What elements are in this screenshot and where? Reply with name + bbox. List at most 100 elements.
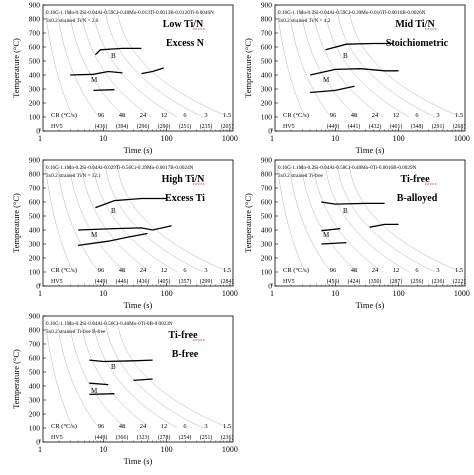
- transformation-curve-2: [78, 225, 172, 231]
- hardness-value: (235): [200, 123, 213, 130]
- x-axis-title: Time (s): [124, 300, 153, 310]
- y-tick-label: 800: [29, 15, 41, 24]
- phase-label-bainite: B: [111, 52, 116, 60]
- hardness-value: (251): [200, 434, 213, 441]
- y-tick-label: 800: [261, 15, 273, 24]
- y-tick-label: 600: [261, 198, 273, 207]
- hardness-value: (236): [432, 278, 445, 285]
- cooling-rate-label: CR (°C/s): [51, 267, 77, 274]
- hardness-value: (394): [116, 123, 129, 130]
- hardness-value: (436): [137, 278, 150, 285]
- cooling-rate-label: CR (°C/s): [283, 112, 309, 119]
- hardness-value: (296): [137, 123, 150, 130]
- cooling-rate-value: 6: [183, 423, 187, 430]
- hardness-value: (441): [348, 123, 361, 130]
- y-axis-title: Temperature (°C): [243, 193, 253, 253]
- hardness-value: (357): [179, 278, 192, 285]
- y-tick-label: 700: [29, 340, 41, 349]
- composition-annotation: 0.16C-1.1Mn-0.2Si-0.04Al-0.59Cr-0.39Mo-0…: [278, 10, 426, 16]
- x-tick-label: 1: [38, 445, 42, 454]
- y-tick-label: 300: [261, 240, 273, 249]
- y-tick-label: 500: [29, 57, 41, 66]
- y-tick-label: 900: [261, 1, 273, 10]
- x-tick-label: 1: [38, 134, 42, 143]
- x-tick-label: 10: [99, 289, 107, 298]
- cooling-rate-value: 1.5: [455, 112, 463, 119]
- cooling-rate-value: 6: [415, 112, 419, 119]
- composition-annotation: 0.16C-1.1Mn-0.2Si-0.04Al-0.58Cr-0.40Mo-0…: [278, 165, 417, 171]
- y-tick-label: 700: [29, 29, 41, 38]
- cooling-curve: [348, 8, 462, 118]
- y-axis-title: Temperature (°C): [11, 193, 21, 253]
- phase-label-bainite: B: [111, 207, 116, 215]
- cooling-rate-value: 3: [436, 112, 439, 119]
- transformation-curve-2: [89, 382, 109, 386]
- cooling-curve: [68, 8, 126, 118]
- x-tick-label: 10: [331, 134, 339, 143]
- hardness-value: (251): [179, 123, 192, 130]
- y-tick-label: 600: [29, 43, 41, 52]
- cooling-rate-value: 6: [415, 267, 419, 274]
- cooling-rate-label: CR (°C/s): [51, 423, 77, 430]
- cooling-curve: [348, 163, 462, 273]
- cooling-rate-value: 1.5: [223, 267, 231, 274]
- cooling-rate-value: 12: [161, 112, 168, 119]
- hardness-value: (366): [116, 434, 129, 441]
- cooling-curve: [288, 163, 332, 273]
- hardness-value: (284): [221, 278, 234, 285]
- hardness-value: (432): [369, 123, 382, 130]
- x-tick-label: 10: [331, 289, 339, 298]
- steel-tag-main: Mid Ti/N: [395, 19, 435, 30]
- y-tick-label: 0: [268, 127, 272, 136]
- y-tick-label: 0: [268, 282, 272, 291]
- transformation-curve-1: [321, 201, 385, 205]
- transformation-curve-4: [321, 241, 347, 245]
- cooling-curve: [300, 8, 358, 118]
- steel-tag-main: High Ti/N: [162, 174, 205, 185]
- transformation-curve-1: [89, 359, 153, 363]
- cooling-curve: [92, 8, 178, 118]
- steel-tag-sub: B-free: [172, 349, 199, 360]
- cooling-rate-value: 24: [372, 112, 379, 119]
- cooling-curve: [92, 163, 178, 273]
- y-axis-title: Temperature (°C): [11, 349, 21, 409]
- x-tick-label: 1000: [454, 134, 470, 143]
- transformation-curve-2: [321, 227, 341, 232]
- chart-panel-2: 0 100 200 300 400 500 600 700 800 900 1 10 100 1000 Ti…: [243, 1, 470, 156]
- cooling-rate-label: CR (°C/s): [51, 112, 77, 119]
- x-tick-label: 1: [270, 134, 274, 143]
- hardness-value: (405): [158, 278, 171, 285]
- cooling-curve: [44, 319, 74, 429]
- hardness-value: (401): [390, 123, 403, 130]
- y-tick-label: 500: [261, 212, 273, 221]
- plot-frame: [42, 159, 234, 287]
- phase-label-martensite: M: [91, 76, 98, 84]
- composition-annotation: 0.16C-1.1Mn-0.2Si-0.04Al-0.029Ti-0.56Cr-…: [46, 165, 194, 171]
- steel-tag-sub: Excess N: [166, 38, 205, 49]
- chart-panel-3: 0 100 200 300 400 500 600 700 800 900 1 10 100 1000 Ti…: [11, 156, 238, 311]
- cooling-rate-label: CR (°C/s): [283, 267, 309, 274]
- cooling-rate-value: 24: [140, 423, 147, 430]
- plot-frame: [42, 4, 234, 132]
- y-tick-label: 400: [261, 226, 273, 235]
- y-tick-label: 200: [261, 254, 273, 263]
- y-tick-label: 400: [29, 71, 41, 80]
- cooling-curve: [104, 163, 204, 273]
- y-axis-title: Temperature (°C): [243, 38, 253, 98]
- hardness-value: (323): [137, 434, 150, 441]
- hardness-value: (299): [200, 278, 213, 285]
- hardness-value: (436): [95, 123, 108, 130]
- phase-label-martensite: M: [91, 231, 98, 239]
- y-tick-label: 900: [29, 156, 41, 165]
- x-tick-label: 100: [161, 134, 173, 143]
- chart-panel-1: 0 100 200 300 400 500 600 700 800 900 1 10 100 1000 Ti…: [11, 1, 238, 156]
- hardness-value: (268): [453, 123, 466, 130]
- cooling-rate-value: 12: [393, 112, 400, 119]
- hardness-label: HV5: [283, 279, 295, 285]
- steel-tag-sub: Excess Ti: [165, 193, 205, 204]
- transformation-curve-3: [310, 85, 355, 94]
- x-tick-label: 100: [393, 289, 405, 298]
- x-tick-label: 10: [99, 134, 107, 143]
- y-tick-label: 700: [29, 184, 41, 193]
